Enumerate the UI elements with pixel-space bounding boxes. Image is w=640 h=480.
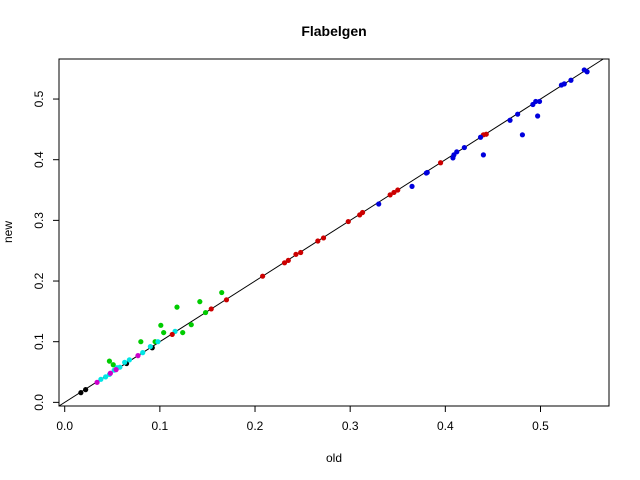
data-point <box>293 251 299 257</box>
data-point <box>561 81 567 87</box>
data-point <box>94 379 100 385</box>
data-point <box>535 113 541 119</box>
data-point <box>437 160 444 166</box>
data-point <box>117 364 123 370</box>
data-point <box>315 238 321 244</box>
y-tick-label: 0.5 <box>32 90 46 107</box>
data-point <box>155 339 161 345</box>
series-1 <box>106 289 225 368</box>
chart-title: Flabelgen <box>301 23 366 39</box>
x-axis: 0.0 0.1 0.2 0.3 0.4 0.5 <box>56 406 549 433</box>
data-point <box>483 131 489 137</box>
data-point <box>122 359 128 365</box>
data-point <box>285 257 291 264</box>
data-point <box>461 144 467 151</box>
data-point <box>78 390 84 396</box>
data-point <box>147 343 153 350</box>
data-point <box>454 149 460 155</box>
x-tick-label: 0.0 <box>56 419 73 433</box>
data-point <box>507 117 513 123</box>
data-point <box>298 249 304 256</box>
data-point <box>281 260 288 266</box>
data-point <box>387 192 393 198</box>
data-point <box>376 201 382 207</box>
x-tick-label: 0.3 <box>342 419 359 433</box>
data-point <box>98 376 104 382</box>
data-point <box>106 358 113 364</box>
data-point <box>536 98 543 105</box>
data-point <box>515 111 521 117</box>
data-point <box>197 299 203 305</box>
x-tick-label: 0.4 <box>437 419 454 433</box>
data-point <box>223 297 230 303</box>
plot-frame <box>58 58 610 407</box>
data-point <box>103 374 109 380</box>
y-tick-label: 0.3 <box>32 212 46 229</box>
y-tick-label: 0.0 <box>32 394 46 411</box>
data-point <box>83 387 89 393</box>
series-5 <box>376 67 590 207</box>
y-axis-label: new <box>1 221 15 243</box>
x-tick-label: 0.1 <box>152 419 169 433</box>
data-point <box>519 132 526 138</box>
data-point <box>584 69 590 75</box>
y-axis: 0.0 0.1 0.2 0.3 0.4 0.5 <box>32 90 59 411</box>
data-point <box>174 304 180 310</box>
data-point <box>424 169 430 176</box>
data-point <box>477 134 484 140</box>
data-point <box>188 322 194 328</box>
data-point <box>169 331 175 338</box>
x-axis-label: old <box>326 451 342 465</box>
y-tick-label: 0.4 <box>32 151 46 168</box>
data-point <box>409 183 415 189</box>
data-point <box>161 329 167 336</box>
data-point <box>202 309 209 316</box>
data-point <box>126 357 133 363</box>
data-point <box>107 370 113 376</box>
x-tick-label: 0.5 <box>532 419 549 433</box>
y-tick-label: 0.2 <box>32 272 46 289</box>
data-point <box>260 273 266 279</box>
x-tick-label: 0.2 <box>247 419 264 433</box>
data-point <box>110 362 116 368</box>
data-point <box>391 189 397 196</box>
data-point <box>568 77 574 83</box>
data-point <box>180 329 186 336</box>
data-point <box>395 187 401 193</box>
data-point <box>320 235 327 241</box>
series-4 <box>169 131 489 338</box>
data-point <box>359 209 366 216</box>
data-point <box>208 306 214 312</box>
data-point <box>533 98 539 105</box>
data-point <box>345 218 351 225</box>
data-point <box>135 353 141 359</box>
data-point <box>140 350 146 356</box>
data-point <box>113 367 119 373</box>
data-point <box>480 152 486 158</box>
data-points-layer <box>78 67 590 396</box>
series-3 <box>94 353 141 385</box>
data-point <box>219 289 225 296</box>
data-point <box>138 339 144 345</box>
y-tick-label: 0.1 <box>32 333 46 350</box>
data-point <box>158 322 164 328</box>
